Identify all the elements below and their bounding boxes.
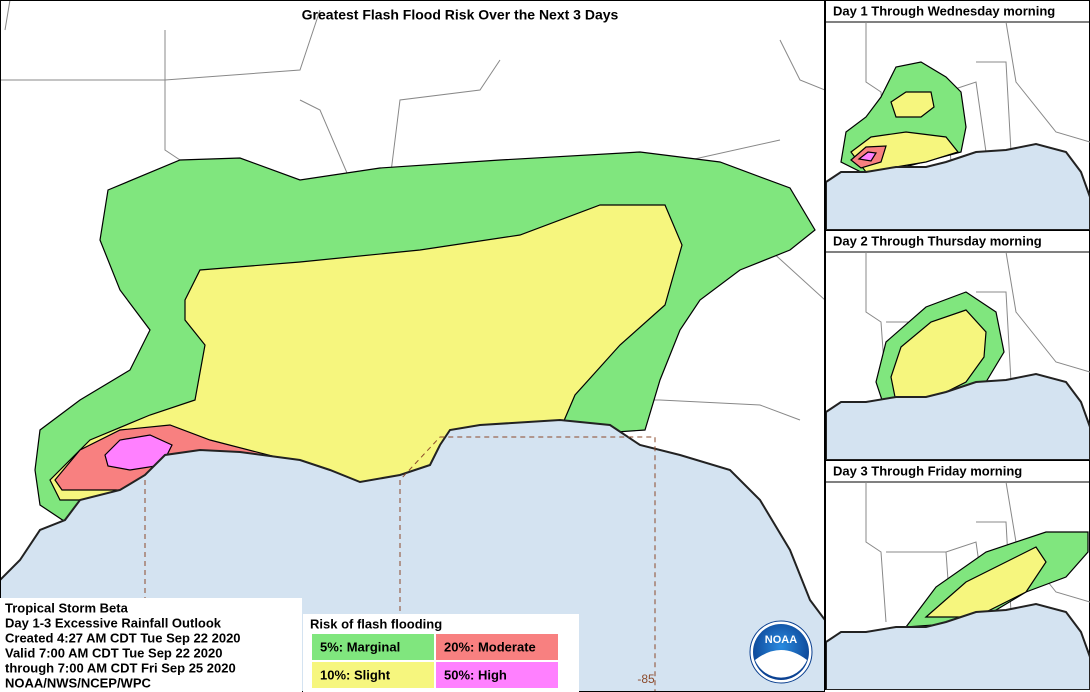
legend-swatch	[312, 634, 434, 660]
state-line	[976, 61, 1012, 153]
panel: Day 2 Through Thursday morning	[825, 230, 1090, 460]
gulf	[826, 142, 1090, 230]
main-title: Greatest Flash Flood Risk Over the Next …	[302, 7, 619, 23]
side-panels: Day 1 Through Wednesday morning Day 2 Thr…	[825, 0, 1090, 690]
state-line	[865, 482, 887, 623]
noaa-logo: NOAA	[749, 620, 813, 684]
info-line: Day 1-3 Excessive Rainfall Outlook	[5, 615, 222, 630]
legend-label: 5%: Marginal	[320, 639, 400, 654]
legend-label: 10%: Slight	[320, 667, 391, 682]
logo-text: NOAA	[765, 634, 797, 646]
panel-title: Day 3 Through Friday morning	[833, 463, 1022, 478]
legend-items: 5%: Marginal 20%: Moderate 10%: Slight 50%:…	[312, 634, 558, 688]
panel-map	[826, 252, 1090, 460]
gulf	[826, 602, 1090, 690]
info-line: Tropical Storm Beta	[5, 600, 129, 615]
info-line: through 7:00 AM CDT Fri Sep 25 2020	[5, 660, 236, 675]
longitude-lines	[144, 436, 656, 692]
panel-map	[826, 482, 1090, 690]
legend-label: 50%: High	[444, 667, 507, 682]
info-box	[0, 598, 302, 692]
panel-map	[826, 22, 1090, 230]
panel: Day 1 Through Wednesday morning	[825, 0, 1090, 230]
main-map: -85	[0, 0, 825, 692]
state-line	[976, 291, 1012, 383]
panel-title: Day 1 Through Wednesday morning	[833, 3, 1055, 18]
legend-swatch	[436, 634, 558, 660]
state-line	[1005, 252, 1090, 373]
panel: Day 3 Through Friday morning	[825, 460, 1090, 690]
longitude-label: -85	[637, 672, 655, 686]
info-line: NOAA/NWS/NCEP/WPC	[5, 675, 152, 690]
info-line: Valid 7:00 AM CDT Tue Sep 22 2020	[5, 645, 222, 660]
legend-swatch	[312, 662, 434, 688]
panel-title: Day 2 Through Thursday morning	[833, 233, 1042, 248]
risk-area	[857, 151, 878, 162]
info-line: Created 4:27 AM CDT Tue Sep 22 2020	[5, 630, 241, 645]
state-line	[1005, 22, 1090, 143]
legend-swatch	[436, 662, 558, 688]
legend-title: Risk of flash flooding	[310, 616, 442, 631]
risk-area	[890, 91, 935, 118]
legend-label: 20%: Moderate	[444, 639, 536, 654]
gulf	[826, 372, 1090, 460]
